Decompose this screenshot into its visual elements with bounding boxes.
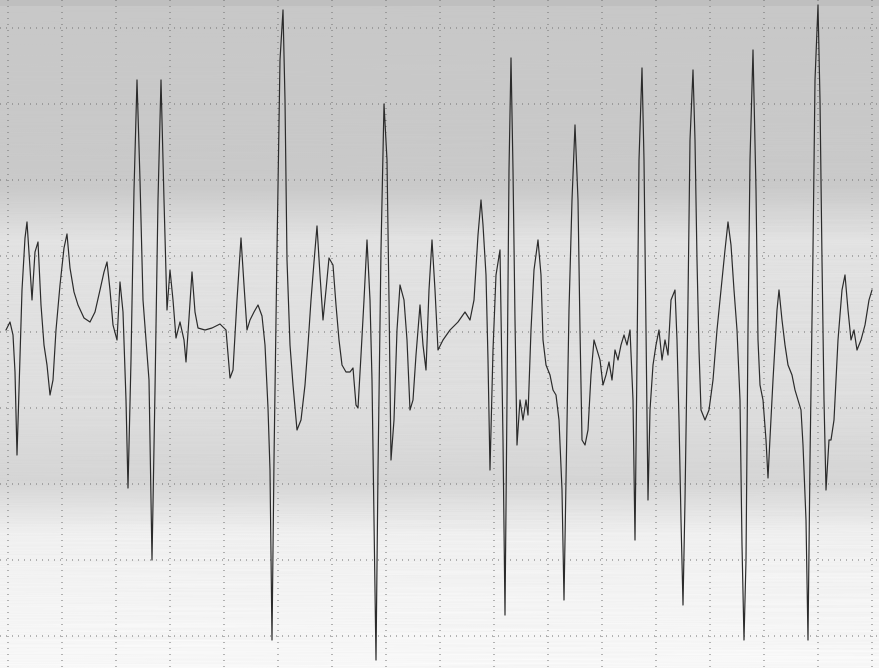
top-edge-shadow xyxy=(0,0,879,6)
waveform-trace xyxy=(5,4,873,661)
